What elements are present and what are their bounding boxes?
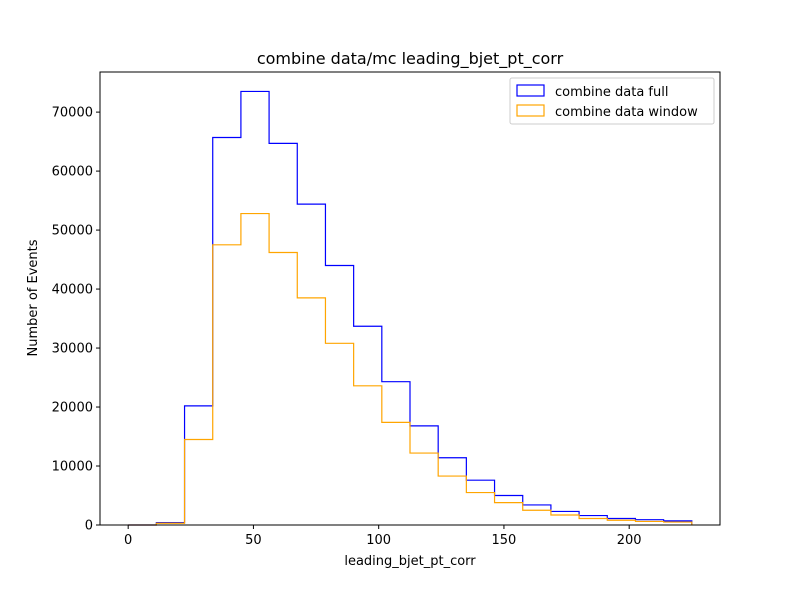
y-tick-label: 20000 xyxy=(52,401,93,416)
series-layer xyxy=(128,90,693,526)
legend-label: combine data window xyxy=(555,105,698,120)
y-tick-label: 40000 xyxy=(52,283,93,298)
legend: combine data full combine data window xyxy=(509,77,715,125)
y-axis-label: Number of Events xyxy=(26,239,41,356)
x-tick-label: 150 xyxy=(492,533,517,548)
y-tick-label: 10000 xyxy=(52,460,93,475)
plot-frame xyxy=(99,71,721,526)
x-tick-label: 100 xyxy=(366,533,391,548)
series-step-1 xyxy=(128,212,693,526)
y-tick-label: 60000 xyxy=(52,165,93,180)
x-tick-label: 50 xyxy=(245,533,262,548)
y-tick-label: 50000 xyxy=(52,224,93,239)
x-axis-ticks: 0 50 100 150 200 xyxy=(124,525,642,548)
legend-box xyxy=(509,77,715,125)
chart-title: combine data/mc leading_bjet_pt_corr xyxy=(257,49,564,69)
y-axis-ticks: 0 10000 20000 30000 40000 50000 60000 70000 xyxy=(52,106,100,534)
y-tick-label: 70000 xyxy=(52,106,93,121)
y-tick-label: 30000 xyxy=(52,342,93,357)
x-axis-label: leading_bjet_pt_corr xyxy=(344,554,476,569)
x-tick-label: 0 xyxy=(124,533,132,548)
legend-swatch xyxy=(516,104,545,117)
x-tick-label: 200 xyxy=(617,533,642,548)
y-tick-label: 0 xyxy=(85,519,93,534)
legend-label: combine data full xyxy=(555,85,668,100)
legend-swatch xyxy=(516,84,545,97)
